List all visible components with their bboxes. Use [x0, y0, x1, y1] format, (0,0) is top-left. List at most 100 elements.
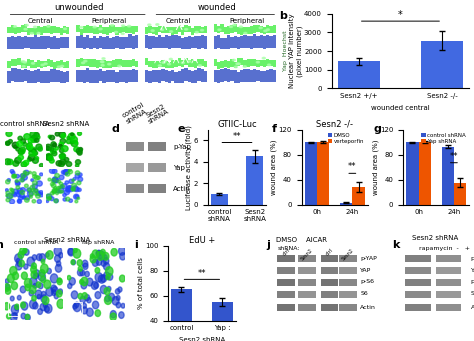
Legend: control shRNA, Yap shRNA: control shRNA, Yap shRNA	[420, 132, 466, 145]
Text: p-YAP: p-YAP	[471, 255, 474, 261]
X-axis label: Sesn2 shRNA: Sesn2 shRNA	[179, 337, 225, 341]
Text: e: e	[178, 124, 185, 134]
Text: f: f	[272, 124, 277, 134]
FancyBboxPatch shape	[405, 279, 431, 286]
FancyBboxPatch shape	[339, 267, 356, 274]
Bar	[210, 194, 228, 205]
FancyBboxPatch shape	[320, 291, 338, 298]
Text: control shRNA: control shRNA	[0, 121, 50, 127]
Text: ctrl: ctrl	[282, 247, 291, 256]
Bar	[352, 187, 365, 205]
Y-axis label: Nuclear YAP intensity
(pixel number): Nuclear YAP intensity (pixel number)	[289, 14, 302, 88]
Text: h: h	[0, 240, 3, 250]
Text: Sesn2
shRNA: Sesn2 shRNA	[144, 103, 170, 125]
FancyBboxPatch shape	[148, 143, 166, 151]
FancyBboxPatch shape	[320, 304, 338, 311]
FancyBboxPatch shape	[126, 143, 144, 151]
Text: Sesn2: Sesn2	[341, 247, 355, 261]
Bar	[406, 142, 419, 205]
Text: Sesn2 shRNA: Sesn2 shRNA	[412, 235, 459, 241]
Legend: DMSO, verteporfin: DMSO, verteporfin	[327, 132, 365, 145]
Text: d: d	[112, 124, 119, 134]
Text: DMSO    AICAR: DMSO AICAR	[275, 237, 327, 243]
FancyBboxPatch shape	[299, 291, 316, 298]
Text: Peripheral: Peripheral	[229, 18, 264, 24]
Text: Sesn2: Sesn2	[300, 247, 314, 261]
Text: k: k	[392, 240, 400, 250]
Text: S6: S6	[360, 292, 368, 296]
Text: Yap: Yap	[173, 165, 185, 171]
Bar	[454, 183, 466, 205]
FancyBboxPatch shape	[126, 184, 144, 193]
FancyBboxPatch shape	[126, 163, 144, 172]
FancyBboxPatch shape	[277, 279, 295, 286]
FancyBboxPatch shape	[277, 255, 295, 262]
Text: p-Yap: p-Yap	[173, 144, 191, 150]
FancyBboxPatch shape	[436, 255, 461, 262]
FancyBboxPatch shape	[339, 255, 356, 262]
Text: Yap  Hoechst: Yap Hoechst	[283, 31, 288, 71]
FancyBboxPatch shape	[405, 291, 431, 298]
Bar	[421, 41, 463, 89]
Text: wounded: wounded	[197, 3, 236, 12]
Y-axis label: wound area (%): wound area (%)	[372, 139, 379, 195]
Text: **: **	[450, 152, 458, 161]
Text: Yap shRNA: Yap shRNA	[82, 240, 115, 245]
Text: Actin: Actin	[173, 186, 191, 192]
FancyBboxPatch shape	[405, 304, 431, 311]
Text: **: **	[233, 132, 241, 142]
Text: p-YAP: p-YAP	[360, 255, 377, 261]
Text: control
shRNA: control shRNA	[121, 102, 149, 125]
FancyBboxPatch shape	[277, 267, 295, 274]
FancyBboxPatch shape	[299, 279, 316, 286]
FancyBboxPatch shape	[436, 304, 461, 311]
Text: YAP: YAP	[471, 267, 474, 272]
Text: p-S6: p-S6	[471, 280, 474, 284]
Bar	[317, 142, 329, 205]
Bar	[212, 302, 233, 341]
Y-axis label: Luciferase activity (fold): Luciferase activity (fold)	[186, 125, 192, 209]
FancyBboxPatch shape	[299, 304, 316, 311]
FancyBboxPatch shape	[148, 163, 166, 172]
Text: b: b	[279, 11, 287, 21]
Text: *: *	[398, 10, 403, 20]
Text: ctrl: ctrl	[325, 247, 334, 256]
Text: Peripheral: Peripheral	[91, 18, 127, 24]
Text: rapamycin  -   +: rapamycin - +	[419, 246, 470, 251]
Y-axis label: % of total cells: % of total cells	[137, 257, 144, 309]
Text: p-S6: p-S6	[360, 280, 374, 284]
Text: **: **	[198, 269, 206, 278]
FancyBboxPatch shape	[148, 184, 166, 193]
Bar	[441, 147, 454, 205]
Bar	[171, 290, 191, 341]
FancyBboxPatch shape	[277, 304, 295, 311]
Title: EdU +: EdU +	[189, 236, 215, 245]
Text: Sesn2 shRNA: Sesn2 shRNA	[43, 121, 89, 127]
FancyBboxPatch shape	[405, 255, 431, 262]
FancyBboxPatch shape	[436, 267, 461, 274]
FancyBboxPatch shape	[299, 255, 316, 262]
Text: YAP: YAP	[360, 267, 372, 272]
Text: S6: S6	[471, 292, 474, 296]
Text: Actin: Actin	[471, 305, 474, 310]
Title: Sesn2 -/-: Sesn2 -/-	[316, 120, 353, 129]
FancyBboxPatch shape	[320, 279, 338, 286]
Bar	[340, 203, 352, 205]
FancyBboxPatch shape	[436, 291, 461, 298]
Bar	[305, 142, 317, 205]
Text: **: **	[348, 162, 356, 172]
X-axis label: wounded central: wounded central	[371, 105, 430, 111]
Bar	[246, 157, 264, 205]
FancyBboxPatch shape	[277, 291, 295, 298]
FancyBboxPatch shape	[299, 267, 316, 274]
Text: g: g	[374, 124, 381, 134]
FancyBboxPatch shape	[339, 291, 356, 298]
FancyBboxPatch shape	[320, 267, 338, 274]
Text: j: j	[266, 240, 270, 250]
FancyBboxPatch shape	[405, 267, 431, 274]
FancyBboxPatch shape	[339, 304, 356, 311]
Text: Central: Central	[165, 18, 191, 24]
Title: GTIIC-Luc: GTIIC-Luc	[217, 120, 257, 129]
Text: Central: Central	[28, 18, 53, 24]
Text: shRNA:: shRNA:	[277, 247, 300, 251]
